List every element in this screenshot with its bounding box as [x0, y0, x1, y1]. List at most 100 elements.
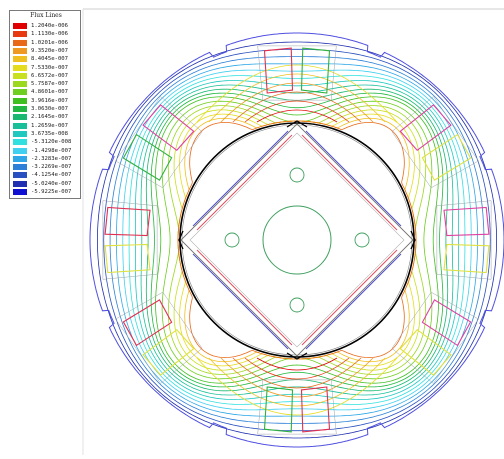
flux-contour: [177, 113, 417, 367]
legend-entry: 1.0201e-006: [13, 39, 81, 47]
legend-swatch: [13, 164, 27, 171]
legend-entry: 1.2040e-006: [13, 22, 81, 30]
legend-entry: 3.0630e-007: [13, 105, 81, 113]
rotor-hole-right: [354, 232, 370, 248]
slot-outline: [115, 291, 203, 384]
slot-outline: [257, 45, 337, 101]
legend-swatch: [13, 81, 27, 88]
legend-swatch: [13, 139, 27, 146]
legend-entry: 8.4045e-007: [13, 55, 81, 63]
coil-slot: [122, 133, 173, 181]
legend-label: 8.4045e-007: [31, 56, 69, 63]
legend-entry: 4.8601e-007: [13, 88, 81, 96]
legend-entry: 5.7587e-007: [13, 80, 81, 88]
slot-outline: [391, 96, 479, 189]
legend-label: 7.5330e-007: [31, 64, 69, 71]
pole-flux-line: [220, 357, 374, 398]
legend-entry: 3.6735e-008: [13, 130, 81, 138]
pole-flux-line: [220, 82, 374, 123]
legend-entry: -3.2269e-007: [13, 163, 81, 171]
magnet-edges-blue: [192, 130, 402, 350]
legend-label: 3.9616e-007: [31, 97, 69, 104]
legend-swatch: [13, 47, 27, 54]
coil-slot: [399, 104, 452, 152]
legend-label: 1.2659e-007: [31, 122, 69, 129]
pole-flux-line: [232, 91, 362, 123]
legend-swatch: [13, 147, 27, 154]
slot-outline: [436, 200, 492, 280]
legend-label: 1.2040e-006: [31, 23, 69, 29]
flux-contour: [109, 56, 485, 424]
legend-label: -3.2269e-007: [31, 164, 72, 171]
rotor-core-inner: [189, 132, 405, 348]
coil-slot: [104, 243, 151, 274]
stator-coils: [102, 45, 492, 435]
flux-contour: [167, 105, 427, 375]
legend-label: 1.0201e-006: [31, 39, 69, 46]
legend-swatch: [13, 155, 27, 162]
shaft-circle: [262, 205, 332, 275]
pole-flux-line: [244, 357, 350, 380]
legend-label: 2.1645e-007: [31, 114, 69, 121]
rotor-pole-tips: [178, 120, 416, 360]
flux-contour: [173, 109, 421, 371]
legend-swatch: [13, 130, 27, 137]
coil-slot: [443, 206, 490, 237]
legend-label: 5.7587e-007: [31, 81, 69, 88]
flux-lines: [97, 41, 498, 439]
legend-label: -2.3283e-007: [31, 155, 72, 162]
legend-swatch: [13, 106, 27, 112]
magnet-edges-red: [196, 134, 398, 346]
legend-title: Flux Lines: [30, 12, 62, 19]
slot-outline: [391, 291, 479, 384]
coil-slot: [421, 299, 472, 347]
legend-swatch: [13, 89, 27, 96]
slot-outline: [115, 96, 203, 189]
legend-swatch: [13, 180, 27, 187]
legend-entry: -5.3120e-008: [13, 138, 81, 146]
legend-entry: 7.5330e-007: [13, 64, 81, 72]
flux-contour: [155, 96, 439, 384]
pole-flux-line: [256, 109, 338, 123]
stator-outer-boundary: [89, 32, 504, 448]
legend-entry: -5.9225e-007: [13, 188, 81, 196]
rotor-core-square: [180, 123, 414, 357]
legend-label: -4.1254e-007: [31, 172, 72, 179]
flux-contour: [134, 80, 460, 400]
legend-entry: 1.2659e-007: [13, 122, 81, 130]
legend-entry: 6.6572e-007: [13, 72, 81, 80]
flux-lines-legend: Flux Lines 1.2040e-006 1.1130e-006 1.0201e…: [9, 10, 81, 199]
legend-entry: -4.1254e-007: [13, 171, 81, 179]
flux-contour: [145, 88, 449, 392]
coil-slot: [300, 386, 331, 433]
pole-flux-line: [208, 357, 386, 407]
flux-contour: [161, 100, 433, 380]
legend-label: 9.3520e-007: [31, 47, 69, 54]
pole-flux-line: [196, 64, 398, 123]
flux-contour: [122, 69, 472, 411]
slot-outline: [257, 379, 337, 435]
legend-swatch: [13, 72, 27, 79]
legend-entry: 9.3520e-007: [13, 47, 81, 55]
legend-entry: -5.0240e-007: [13, 180, 81, 188]
legend-swatch: [13, 64, 27, 71]
legend-entry: 2.1645e-007: [13, 113, 81, 121]
flux-contour: [177, 120, 417, 360]
airgap-circle: [181, 124, 413, 356]
legend-swatch: [13, 31, 27, 38]
legend-label: -5.3120e-008: [31, 139, 72, 146]
coil-slot: [263, 47, 294, 94]
coil-slot: [300, 47, 331, 94]
legend-label: -5.0240e-007: [31, 180, 72, 187]
coil-slot: [142, 104, 195, 152]
legend-swatch: [13, 172, 27, 179]
slot-outline: [102, 200, 158, 280]
legend-swatch: [13, 56, 27, 63]
coil-slot: [142, 328, 195, 376]
coil-slot: [421, 133, 472, 181]
pole-flux-line: [208, 73, 386, 123]
flux-contour: [103, 48, 491, 432]
coil-slot: [104, 206, 151, 237]
legend-entry: -2.3283e-007: [13, 155, 81, 163]
